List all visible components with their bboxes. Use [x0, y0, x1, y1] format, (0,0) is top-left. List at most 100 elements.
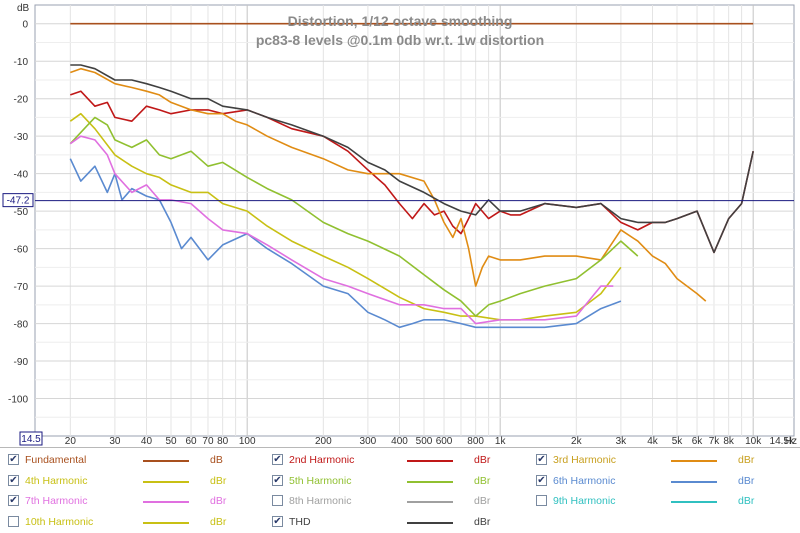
x-tick-label: 40	[141, 436, 153, 447]
series-5th-harmonic	[69, 116, 639, 317]
series-6th-harmonic	[69, 158, 622, 329]
8th-harmonic-label: 8th Harmonic	[289, 495, 352, 507]
x-tick-label: 6k	[692, 436, 704, 447]
x-tick-label: 50	[165, 436, 177, 447]
2nd-harmonic-color-swatch[interactable]	[407, 460, 453, 462]
fundamental-checkbox[interactable]: ✔	[8, 454, 19, 465]
10th-harmonic-unit: dBr	[210, 516, 227, 528]
y-tick-label: -100	[8, 395, 28, 406]
legend-item-2nd-harmonic: ✔ 2nd Harmonic dBr	[272, 451, 528, 471]
9th-harmonic-checkbox[interactable]	[536, 495, 547, 506]
x-tick-label: 60	[185, 436, 197, 447]
series-thd	[70, 64, 754, 254]
10th-harmonic-checkbox[interactable]	[8, 516, 19, 527]
8th-harmonic-color-swatch[interactable]	[407, 501, 453, 503]
y-tick-label: 0	[22, 20, 28, 31]
x-tick-label: 300	[360, 436, 377, 447]
x-tick-label: 800	[467, 436, 484, 447]
7th-harmonic-unit: dBr	[210, 495, 227, 507]
x-tick-label: 30	[109, 436, 121, 447]
fundamental-color-swatch[interactable]	[143, 460, 189, 462]
7th-harmonic-checkbox[interactable]: ✔	[8, 495, 19, 506]
x-tick-label: 200	[315, 436, 332, 447]
9th-harmonic-label: 9th Harmonic	[553, 495, 616, 507]
6th-harmonic-color-swatch[interactable]	[671, 481, 717, 483]
legend-item-6th-harmonic: ✔ 6th Harmonic dBr	[536, 472, 792, 492]
5th-harmonic-label: 5th Harmonic	[289, 475, 352, 487]
chart-subtitle: pc83-8 levels @0.1m 0db wr.t. 1w distort…	[256, 32, 544, 48]
5th-harmonic-checkbox[interactable]: ✔	[272, 475, 283, 486]
2nd-harmonic-unit: dBr	[474, 454, 491, 466]
8th-harmonic-unit: dBr	[474, 495, 491, 507]
cursor-y-box	[2, 193, 34, 208]
distortion-chart[interactable]: 0 -10 -20 -30 -40 -50 -60 -70 -80 -90 -100 dB 20 30 40…	[0, 0, 800, 447]
thd-unit: dBr	[474, 516, 491, 528]
x-tick-label: 400	[391, 436, 408, 447]
y-tick-label: -60	[14, 245, 29, 256]
y-tick-label: -20	[14, 95, 29, 106]
cursor-x-box	[19, 431, 43, 446]
7th-harmonic-label: 7th Harmonic	[25, 495, 88, 507]
10th-harmonic-color-swatch[interactable]	[143, 522, 189, 524]
legend-item-4th-harmonic: ✔ 4th Harmonic dBr	[8, 472, 264, 492]
x-tick-label: 3k	[616, 436, 628, 447]
4th-harmonic-color-swatch[interactable]	[143, 481, 189, 483]
plot-area	[34, 4, 795, 437]
x-tick-label: 1k	[495, 436, 507, 447]
x-tick-label: 4k	[647, 436, 659, 447]
3rd-harmonic-label: 3rd Harmonic	[553, 454, 617, 466]
x-tick-label: 7k	[709, 436, 721, 447]
series-7th-harmonic	[69, 135, 614, 325]
legend-item-5th-harmonic: ✔ 5th Harmonic dBr	[272, 472, 528, 492]
x-tick-label: 2k	[571, 436, 583, 447]
4th-harmonic-unit: dBr	[210, 475, 227, 487]
y-tick-label: -40	[14, 170, 29, 181]
x-tick-label: 100	[239, 436, 256, 447]
5th-harmonic-color-swatch[interactable]	[407, 481, 453, 483]
legend-item-8th-harmonic: 8th Harmonic dBr	[272, 492, 528, 512]
7th-harmonic-color-swatch[interactable]	[143, 501, 189, 503]
thd-label: THD	[289, 516, 311, 528]
x-tick-label: 70	[202, 436, 214, 447]
x-tick-label: 500	[416, 436, 433, 447]
x-tick-label: 14.5k	[770, 436, 795, 447]
legend-item-10th-harmonic: 10th Harmonic dBr	[8, 513, 264, 533]
2nd-harmonic-checkbox[interactable]: ✔	[272, 454, 283, 465]
4th-harmonic-label: 4th Harmonic	[25, 475, 88, 487]
5th-harmonic-unit: dBr	[474, 475, 491, 487]
y-axis-label: dB	[17, 3, 30, 14]
y-tick-label: -30	[14, 132, 29, 143]
y-tick-label: -80	[14, 320, 29, 331]
thd-color-swatch[interactable]	[407, 522, 453, 524]
8th-harmonic-checkbox[interactable]	[272, 495, 283, 506]
2nd-harmonic-label: 2nd Harmonic	[289, 454, 355, 466]
x-tick-label: 10k	[745, 436, 762, 447]
x-tick-label: 8k	[723, 436, 735, 447]
legend-panel: ✔ Fundamental dB ✔ 2nd Harmonic dBr ✔ 3rd Harmo…	[0, 447, 800, 532]
9th-harmonic-color-swatch[interactable]	[671, 501, 717, 503]
chart-title: Distortion, 1/12 octave smoothing	[288, 13, 513, 29]
3rd-harmonic-color-swatch[interactable]	[671, 460, 717, 462]
y-tick-label: -70	[14, 282, 29, 293]
y-tick-label: -10	[14, 57, 29, 68]
fundamental-label: Fundamental	[25, 454, 87, 466]
x-tick-label: 600	[436, 436, 453, 447]
cursor-x-readout: 14.5	[21, 434, 41, 445]
6th-harmonic-checkbox[interactable]: ✔	[536, 475, 547, 486]
y-tick-label: -90	[14, 357, 29, 368]
cursor-y-readout: -47.2	[7, 196, 30, 207]
series-3rd-harmonic	[70, 67, 707, 302]
legend-item-thd: ✔ THD dBr	[272, 513, 528, 533]
series-2nd-harmonic	[70, 90, 754, 254]
6th-harmonic-unit: dBr	[738, 475, 755, 487]
thd-checkbox[interactable]: ✔	[272, 516, 283, 527]
3rd-harmonic-unit: dBr	[738, 454, 755, 466]
6th-harmonic-label: 6th Harmonic	[553, 475, 616, 487]
4th-harmonic-checkbox[interactable]: ✔	[8, 475, 19, 486]
9th-harmonic-unit: dBr	[738, 495, 755, 507]
3rd-harmonic-checkbox[interactable]: ✔	[536, 454, 547, 465]
legend-item-3rd-harmonic: ✔ 3rd Harmonic dBr	[536, 451, 792, 471]
legend-item-7th-harmonic: ✔ 7th Harmonic dBr	[8, 492, 264, 512]
x-tick-label: 20	[65, 436, 77, 447]
legend-item-fundamental: ✔ Fundamental dB	[8, 451, 264, 471]
